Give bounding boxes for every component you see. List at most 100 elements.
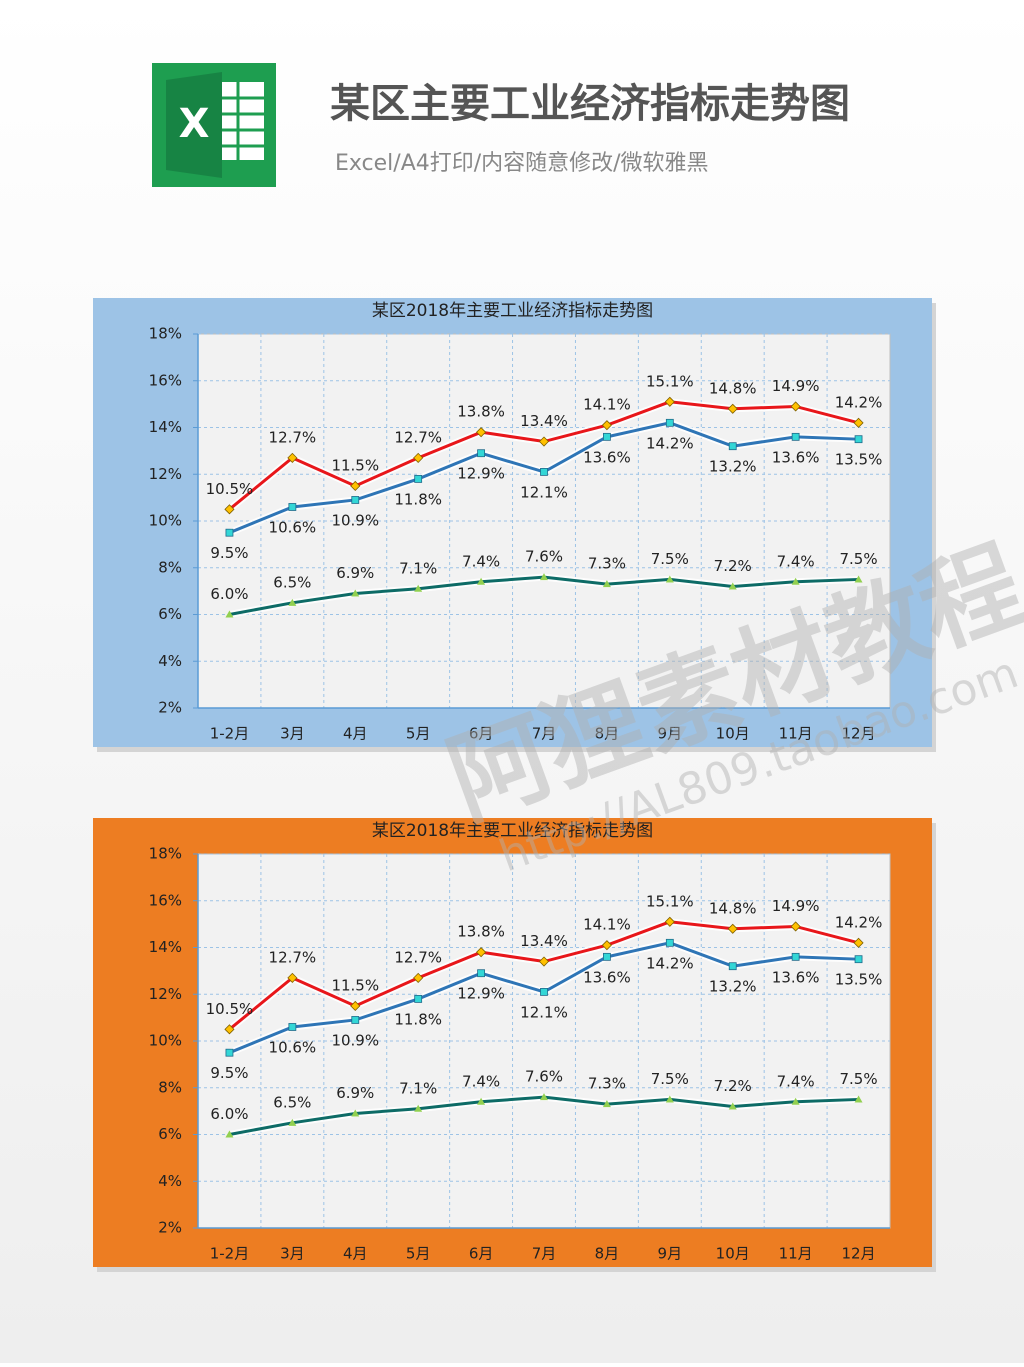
data-label: 14.9% bbox=[772, 377, 820, 395]
data-label: 12.9% bbox=[457, 465, 505, 483]
x-tick-label: 5月 bbox=[406, 1245, 431, 1263]
data-label: 10.5% bbox=[206, 480, 254, 498]
data-label: 13.6% bbox=[772, 448, 820, 466]
y-tick-label: 18% bbox=[149, 845, 182, 863]
marker bbox=[728, 582, 737, 590]
marker bbox=[224, 504, 235, 515]
marker bbox=[790, 401, 801, 412]
marker bbox=[351, 496, 360, 504]
y-tick-label: 10% bbox=[149, 1032, 182, 1050]
marker bbox=[665, 938, 674, 947]
marker bbox=[477, 449, 485, 458]
marker bbox=[602, 580, 611, 588]
page-subtitle: Excel/A4打印/内容随意修改/微软雅黑 bbox=[335, 151, 709, 176]
data-label: 14.2% bbox=[835, 913, 883, 931]
data-label: 12.1% bbox=[520, 483, 568, 501]
x-tick-label: 10月 bbox=[716, 725, 750, 743]
marker bbox=[602, 1100, 611, 1108]
marker bbox=[540, 988, 548, 996]
data-label: 11.8% bbox=[394, 490, 442, 508]
marker bbox=[476, 947, 487, 958]
marker bbox=[727, 403, 738, 414]
marker bbox=[225, 1130, 234, 1138]
data-label: 13.6% bbox=[772, 968, 820, 986]
marker bbox=[664, 396, 675, 407]
data-label: 14.8% bbox=[709, 899, 757, 917]
marker bbox=[414, 475, 423, 483]
x-tick-label: 5月 bbox=[406, 725, 431, 743]
marker bbox=[414, 1104, 423, 1112]
data-label: 10.6% bbox=[269, 518, 317, 536]
marker bbox=[664, 916, 675, 927]
marker bbox=[854, 575, 863, 583]
data-label: 13.8% bbox=[457, 923, 505, 941]
data-label: 13.6% bbox=[583, 968, 631, 986]
chart-title: 某区2018年主要工业经济指标走势图 bbox=[372, 301, 653, 321]
marker bbox=[853, 417, 864, 428]
data-label: 13.8% bbox=[457, 403, 505, 421]
marker bbox=[665, 418, 674, 427]
data-label: 7.6% bbox=[525, 548, 563, 566]
x-tick-label: 12月 bbox=[841, 1245, 875, 1263]
marker bbox=[540, 468, 548, 476]
marker bbox=[665, 1095, 674, 1103]
marker bbox=[791, 1097, 800, 1105]
marker bbox=[665, 575, 674, 583]
data-label: 6.5% bbox=[273, 1093, 311, 1111]
marker bbox=[414, 584, 423, 592]
marker bbox=[477, 969, 485, 978]
data-label: 6.0% bbox=[210, 1105, 248, 1123]
data-label: 13.5% bbox=[835, 451, 883, 469]
marker bbox=[225, 610, 234, 618]
marker bbox=[288, 1023, 297, 1031]
data-label: 12.7% bbox=[394, 428, 442, 446]
marker bbox=[601, 940, 612, 951]
data-label: 12.7% bbox=[269, 948, 317, 966]
data-label: 6.0% bbox=[210, 585, 248, 603]
data-label: 11.8% bbox=[394, 1010, 442, 1028]
marker bbox=[351, 1016, 360, 1024]
marker bbox=[853, 937, 864, 948]
data-label: 13.2% bbox=[709, 978, 757, 996]
marker bbox=[287, 972, 298, 983]
marker bbox=[538, 436, 550, 447]
data-label: 7.5% bbox=[839, 1070, 877, 1088]
y-tick-label: 12% bbox=[149, 985, 182, 1003]
marker bbox=[854, 1095, 863, 1103]
x-tick-label: 3月 bbox=[280, 725, 305, 743]
x-tick-label: 11月 bbox=[779, 1245, 813, 1263]
marker bbox=[540, 1093, 548, 1101]
y-tick-label: 2% bbox=[158, 699, 182, 717]
x-tick-label: 11月 bbox=[779, 725, 813, 743]
y-tick-label: 4% bbox=[158, 652, 182, 670]
data-label: 7.4% bbox=[777, 1072, 815, 1090]
marker bbox=[728, 1102, 737, 1110]
marker bbox=[225, 1048, 234, 1057]
data-label: 10.5% bbox=[206, 1000, 254, 1018]
x-tick-label: 12月 bbox=[841, 725, 875, 743]
data-label: 14.2% bbox=[646, 434, 694, 452]
y-tick-label: 16% bbox=[149, 891, 182, 909]
marker bbox=[476, 427, 487, 438]
data-label: 7.2% bbox=[714, 557, 752, 575]
marker bbox=[413, 452, 424, 463]
data-label: 13.4% bbox=[520, 412, 568, 430]
x-tick-label: 9月 bbox=[658, 1245, 683, 1263]
x-tick-label: 8月 bbox=[595, 1245, 620, 1263]
data-label: 7.2% bbox=[714, 1077, 752, 1095]
marker bbox=[540, 573, 548, 581]
marker bbox=[854, 955, 863, 964]
marker bbox=[351, 1109, 360, 1117]
data-label: 15.1% bbox=[646, 892, 694, 910]
marker bbox=[224, 1024, 235, 1035]
data-label: 14.1% bbox=[583, 916, 631, 934]
y-tick-label: 10% bbox=[149, 512, 182, 530]
x-tick-label: 8月 bbox=[595, 725, 620, 743]
marker bbox=[791, 577, 800, 585]
marker bbox=[728, 962, 737, 971]
x-tick-label: 1-2月 bbox=[210, 1245, 250, 1263]
y-tick-label: 4% bbox=[158, 1172, 182, 1190]
data-label: 7.5% bbox=[839, 550, 877, 568]
data-label: 10.9% bbox=[331, 511, 379, 529]
marker bbox=[287, 452, 298, 463]
